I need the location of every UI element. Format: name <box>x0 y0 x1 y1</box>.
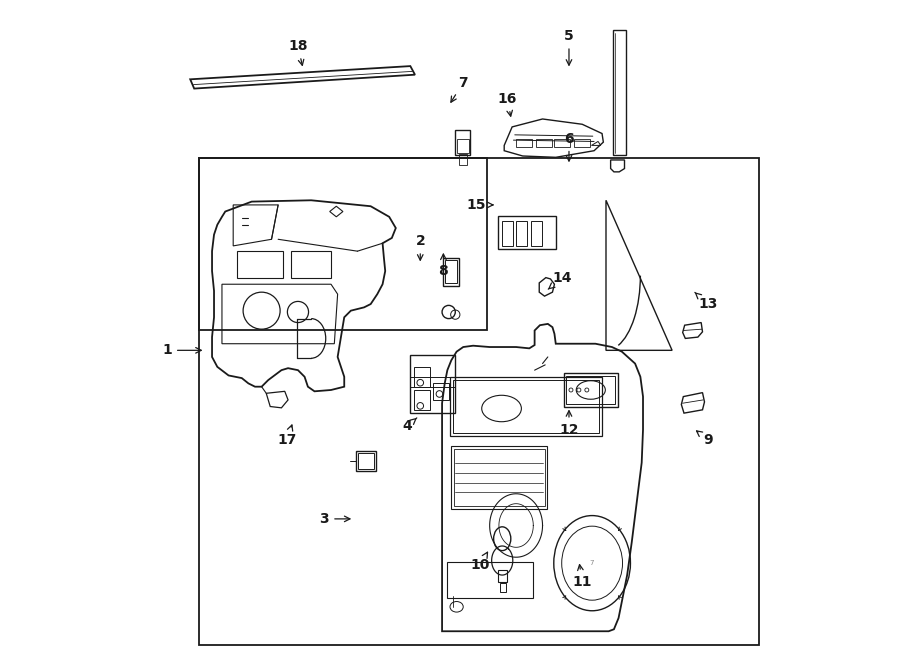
Bar <box>516 221 527 246</box>
Bar <box>433 383 449 400</box>
Text: 7: 7 <box>590 560 594 566</box>
Text: 5: 5 <box>564 29 574 65</box>
Bar <box>414 390 430 410</box>
Text: 17: 17 <box>277 425 296 447</box>
Text: 7: 7 <box>451 75 468 102</box>
Bar <box>516 139 532 147</box>
Bar <box>451 446 547 509</box>
Bar <box>447 562 534 598</box>
Bar <box>500 583 506 592</box>
Text: 12: 12 <box>559 410 579 437</box>
Bar <box>501 221 513 246</box>
Text: 11: 11 <box>572 564 592 589</box>
Text: 3: 3 <box>320 512 350 526</box>
Bar <box>358 453 374 469</box>
Text: 1: 1 <box>162 343 202 358</box>
Bar <box>450 377 602 436</box>
Bar <box>444 258 459 286</box>
Bar <box>554 139 571 147</box>
Bar <box>498 570 507 582</box>
Bar <box>459 154 466 165</box>
Text: 13: 13 <box>695 292 717 311</box>
Bar <box>454 380 598 433</box>
Text: 15: 15 <box>467 198 493 212</box>
Bar <box>199 158 759 645</box>
Bar <box>410 355 455 413</box>
Text: 14: 14 <box>548 270 572 290</box>
Bar <box>454 449 544 506</box>
Bar <box>574 139 590 147</box>
Bar <box>456 139 469 153</box>
Bar <box>455 130 470 155</box>
Bar <box>566 376 616 404</box>
Bar <box>292 251 331 278</box>
Text: 9: 9 <box>697 431 713 447</box>
Bar <box>199 158 487 330</box>
Bar <box>563 373 618 407</box>
Text: 10: 10 <box>470 552 490 572</box>
Bar <box>238 251 284 278</box>
Bar <box>356 451 376 471</box>
Bar <box>414 367 430 387</box>
Text: 6: 6 <box>564 132 574 161</box>
Text: 8: 8 <box>438 254 448 278</box>
Bar <box>536 139 552 147</box>
Bar <box>499 216 556 249</box>
Bar <box>446 260 457 283</box>
Bar <box>613 30 626 155</box>
Text: 16: 16 <box>498 92 518 116</box>
Text: 18: 18 <box>288 39 308 65</box>
Text: 4: 4 <box>402 418 417 434</box>
Text: 2: 2 <box>416 234 425 260</box>
Bar <box>531 221 542 246</box>
